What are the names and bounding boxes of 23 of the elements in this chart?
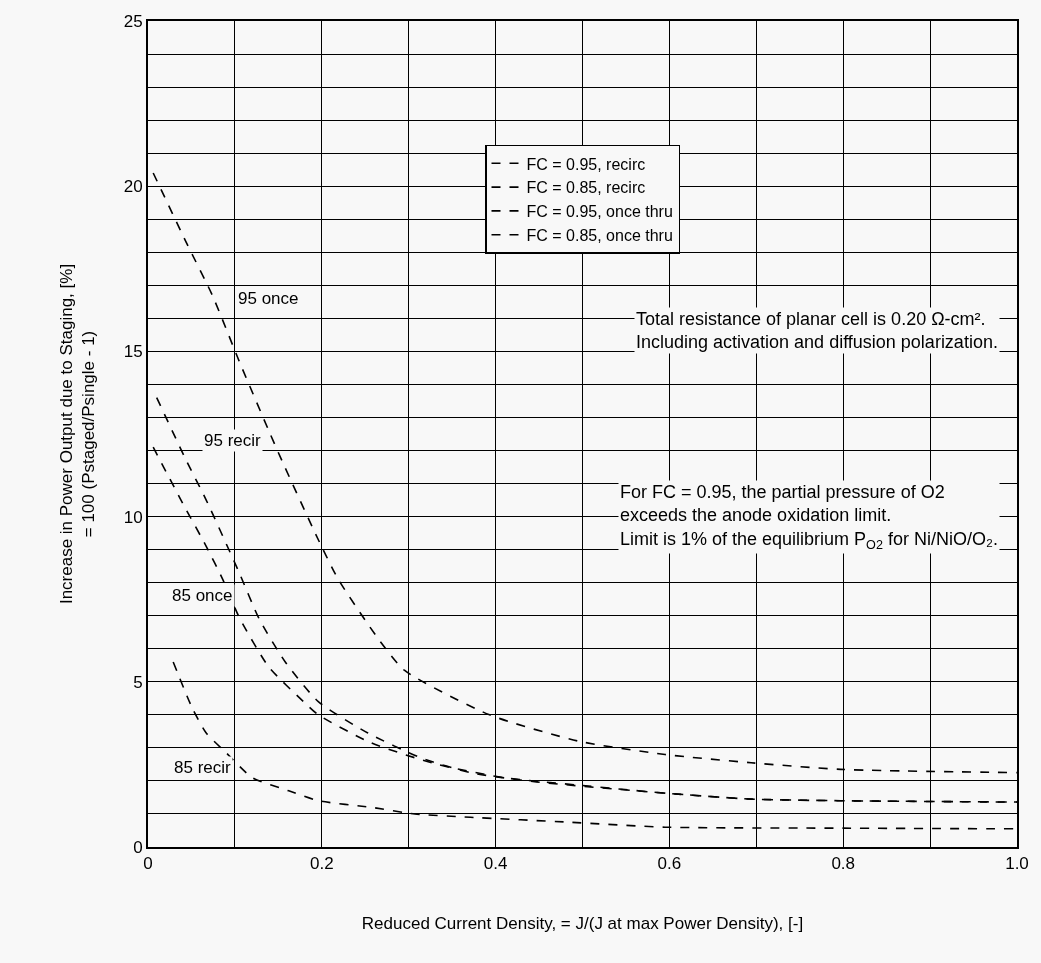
legend-label: FC = 0.95, recirc (526, 155, 646, 173)
annotation: 95 once (238, 289, 299, 308)
legend-label: FC = 0.85, recirc (526, 179, 646, 197)
x-tick-label: 0.8 (831, 854, 856, 874)
x-tick-label: 0.6 (657, 854, 682, 874)
annotation: 95 recir (204, 431, 262, 450)
y-axis-title: Increase in Power Output due to Staging, [%] = 100 (Pstaged/Psingle - 1) (56, 263, 98, 605)
y-tick-label: 5 (133, 672, 143, 692)
annotation: 85 recir (174, 758, 232, 777)
y-tick-label: 10 (123, 507, 143, 527)
legend-label: FC = 0.85, once thru (526, 226, 673, 244)
annotation: 85 once (172, 586, 233, 605)
annotation: Total resistance of planar cell is 0.20 Ω-cm². Including activation and diffusion polarization. (636, 309, 998, 353)
x-tick-label: 0.2 (309, 854, 334, 874)
x-tick-label: 0.4 (483, 854, 508, 874)
y-tick-label: 15 (123, 342, 143, 362)
x-axis-title: Reduced Current Density, = J/(J at max Power Density), [-] (361, 914, 804, 934)
y-tick-label: 0 (133, 837, 143, 857)
y-tick-label: 25 (123, 11, 143, 31)
legend-label: FC = 0.95, once thru (526, 203, 673, 221)
x-tick-label: 1.0 (1005, 854, 1029, 874)
y-tick-label: 20 (123, 177, 143, 197)
annotation: For FC = 0.95, the partial pressure of O2 exceeds the anode oxidation limit. Limit is 1% of the equilibrium P$_{O2}$ for Ni/NiO/O₂. (620, 482, 998, 552)
